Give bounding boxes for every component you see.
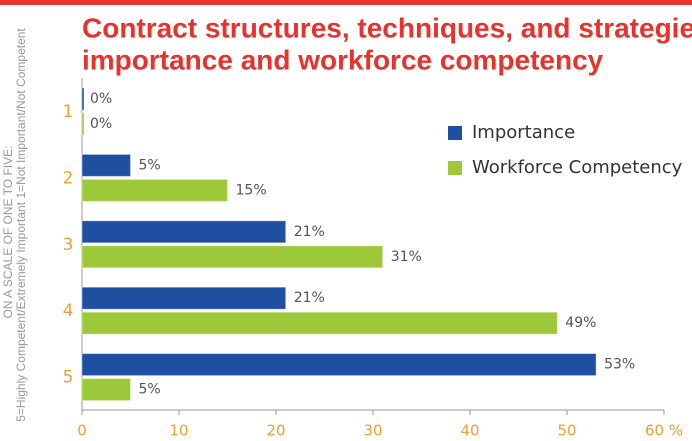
x-tick-label: 20 [266, 422, 285, 440]
bar [81, 245, 384, 269]
bar [81, 286, 287, 310]
chart-title: importance and workforce competency [82, 44, 604, 75]
bar [81, 353, 597, 377]
chart-title: Contract structures, techniques, and str… [82, 12, 692, 43]
bar [81, 311, 558, 335]
value-label: 5% [139, 157, 161, 173]
value-label: 21% [294, 290, 325, 306]
value-label: 0% [90, 91, 112, 107]
category-label: 3 [63, 235, 74, 255]
x-tick-label: 0 [77, 422, 87, 440]
x-tick-label: 50 [557, 422, 576, 440]
value-label: 0% [90, 116, 112, 132]
y-axis-label: ON A SCALE OF ONE TO FIVE: [1, 146, 15, 319]
x-tick-label: 60 % [645, 422, 683, 440]
legend-swatch [448, 126, 462, 140]
category-label: 2 [63, 168, 74, 188]
value-label: 53% [604, 357, 635, 373]
legend-label: Importance [472, 122, 575, 143]
legend-label: Workforce Competency [472, 157, 683, 178]
top-rule [0, 0, 692, 5]
category-label: 4 [63, 301, 74, 321]
x-tick-label: 40 [460, 422, 479, 440]
value-label: 15% [236, 182, 267, 198]
category-label: 5 [63, 368, 74, 388]
bar [81, 178, 228, 202]
legend-swatch [448, 161, 462, 175]
bar [81, 220, 287, 244]
bar [81, 112, 85, 136]
value-label: 31% [391, 249, 422, 265]
value-label: 49% [565, 315, 596, 331]
category-label: 1 [63, 102, 74, 122]
bar [81, 378, 131, 402]
bar [81, 153, 131, 177]
x-tick-label: 30 [363, 422, 382, 440]
value-label: 5% [139, 382, 161, 398]
value-label: 21% [294, 224, 325, 240]
y-axis-label: 5=Highly Competent/Extremely Important 1… [14, 28, 28, 422]
bar [81, 87, 85, 111]
x-tick-label: 10 [169, 422, 188, 440]
